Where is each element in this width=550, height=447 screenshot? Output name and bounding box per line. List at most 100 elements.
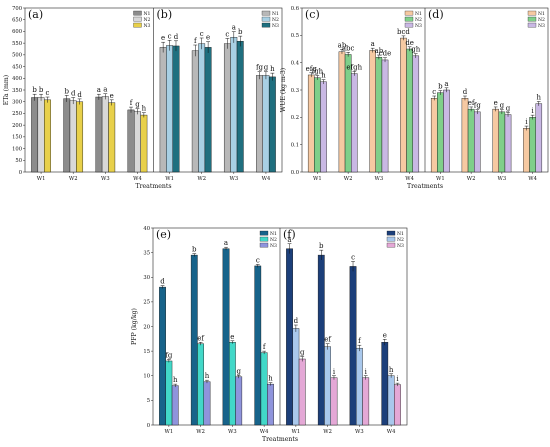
x-tick-label: W3: [229, 176, 238, 182]
legend-swatch: [386, 242, 396, 248]
significance-letter: c: [432, 88, 436, 96]
panel-label: (d): [428, 8, 444, 21]
significance-letter: e: [494, 99, 498, 107]
bar-e-N3-W4: [267, 383, 274, 426]
legend-swatch: [261, 22, 271, 28]
significance-letter: h: [321, 72, 326, 80]
significance-letter: fg: [165, 351, 173, 359]
bar-d-N1-W2: [461, 97, 469, 173]
bar-f-N1-W4: [381, 342, 389, 426]
significance-letter: c: [225, 30, 229, 38]
bar-b-N1-W3: [223, 43, 231, 173]
y-tick-label: 0.6: [291, 6, 299, 12]
y-tick-label: 0.0: [291, 170, 299, 176]
y-tick-label: 50: [15, 158, 22, 164]
legend-swatch: [527, 16, 537, 22]
legend-swatch: [386, 230, 396, 236]
bar-b-N3-W4: [268, 76, 276, 173]
x-tick-label: W4: [133, 176, 142, 182]
legend-label: N3: [538, 23, 545, 29]
bar-c-N3-W3: [381, 59, 389, 173]
significance-letter: e: [383, 331, 387, 339]
significance-letter: c: [200, 30, 204, 38]
bar-e-N2-W3: [228, 342, 236, 426]
legend-swatch: [259, 230, 269, 236]
x-tick-label: W1: [292, 429, 301, 435]
y-tick-label: 30: [143, 275, 150, 281]
legend-label: N1: [538, 11, 545, 17]
x-tick-label: W1: [436, 176, 445, 182]
legend-swatch: [261, 10, 271, 16]
bar-c-N2-W2: [344, 54, 352, 173]
legend-label: N1: [144, 11, 151, 17]
bar-c-N2-W3: [375, 57, 383, 173]
y-tick-label: 15: [143, 349, 150, 355]
panel-label: (a): [28, 8, 43, 21]
bar-d-N2-W1: [437, 92, 444, 173]
significance-letter: i: [333, 368, 336, 376]
panel-label: (f): [283, 228, 296, 241]
x-tick-label: W3: [375, 176, 384, 182]
bar-d-N2-W2: [467, 108, 475, 173]
legend-swatch: [527, 10, 537, 16]
panel-group-a-b: 0 50 100 150 200 250 300 350 400 450 500 550 600 650 7…: [3, 6, 283, 190]
significance-letter: b: [319, 242, 324, 250]
bar-b-N1-W1: [159, 47, 167, 173]
x-axis-label: Treatments: [262, 436, 298, 443]
significance-letter: d: [174, 33, 179, 41]
bar-e-N3-W1: [171, 385, 179, 426]
bar-c-N1-W4: [400, 37, 407, 173]
significance-letter: fgh: [312, 68, 324, 76]
significance-letter: c: [46, 89, 50, 97]
significance-letter: f: [130, 99, 134, 107]
bar-a-N1-W2: [63, 98, 71, 173]
legend-label: N2: [270, 237, 277, 243]
significance-letter: g: [135, 101, 140, 109]
significance-letter: ab: [338, 42, 347, 50]
bar-f-N3-W4: [394, 384, 401, 426]
bar-b-N1-W2: [191, 50, 199, 173]
bar-e-N3-W3: [235, 376, 243, 426]
y-tick-label: 450: [12, 64, 22, 70]
significance-letter: g: [506, 104, 511, 112]
x-tick-label: W4: [262, 176, 271, 182]
bar-b-N3-W3: [236, 41, 244, 173]
bar-d-N2-W4: [529, 117, 536, 173]
y-tick-label: 25: [143, 300, 150, 306]
significance-letter: g: [264, 64, 269, 72]
y-tick-label: 0.5: [291, 33, 299, 39]
bar-a-N3-W2: [76, 101, 84, 173]
y-axis-label: PFP (kg/kg): [131, 308, 138, 345]
bar-d-N3-W2: [474, 111, 481, 173]
y-tick-label: 100: [12, 146, 22, 152]
bar-a-N3-W1: [44, 99, 51, 173]
legend-label: N3: [272, 23, 279, 29]
bar-e-N1-W3: [222, 248, 230, 426]
bar-b-N2-W3: [230, 37, 238, 173]
y-tick-label: 0.3: [291, 88, 299, 94]
significance-letter: i: [532, 107, 535, 115]
bar-b-N2-W2: [198, 43, 206, 173]
significance-letter: fg: [256, 64, 264, 72]
x-tick-label: W3: [228, 429, 237, 435]
significance-letter: h: [142, 105, 147, 113]
bar-d-N1-W3: [492, 108, 499, 173]
significance-letter: e: [230, 333, 234, 341]
x-tick-label: W4: [405, 176, 414, 182]
panel-label: (c): [305, 8, 320, 21]
significance-letter: h: [270, 65, 275, 73]
bar-d-N3-W1: [443, 89, 450, 173]
x-tick-label: W2: [344, 176, 353, 182]
significance-letter: ef: [197, 334, 205, 342]
significance-letter: f: [358, 337, 362, 345]
bar-d-N3-W3: [504, 114, 512, 173]
significance-letter: d: [294, 317, 299, 325]
legend-label: N1: [415, 11, 422, 17]
x-tick-label: W4: [528, 176, 537, 182]
significance-letter: g: [300, 349, 305, 357]
x-tick-label: W2: [69, 176, 78, 182]
significance-letter: f: [194, 37, 198, 45]
y-axis-label: ETa (mm): [3, 75, 10, 105]
